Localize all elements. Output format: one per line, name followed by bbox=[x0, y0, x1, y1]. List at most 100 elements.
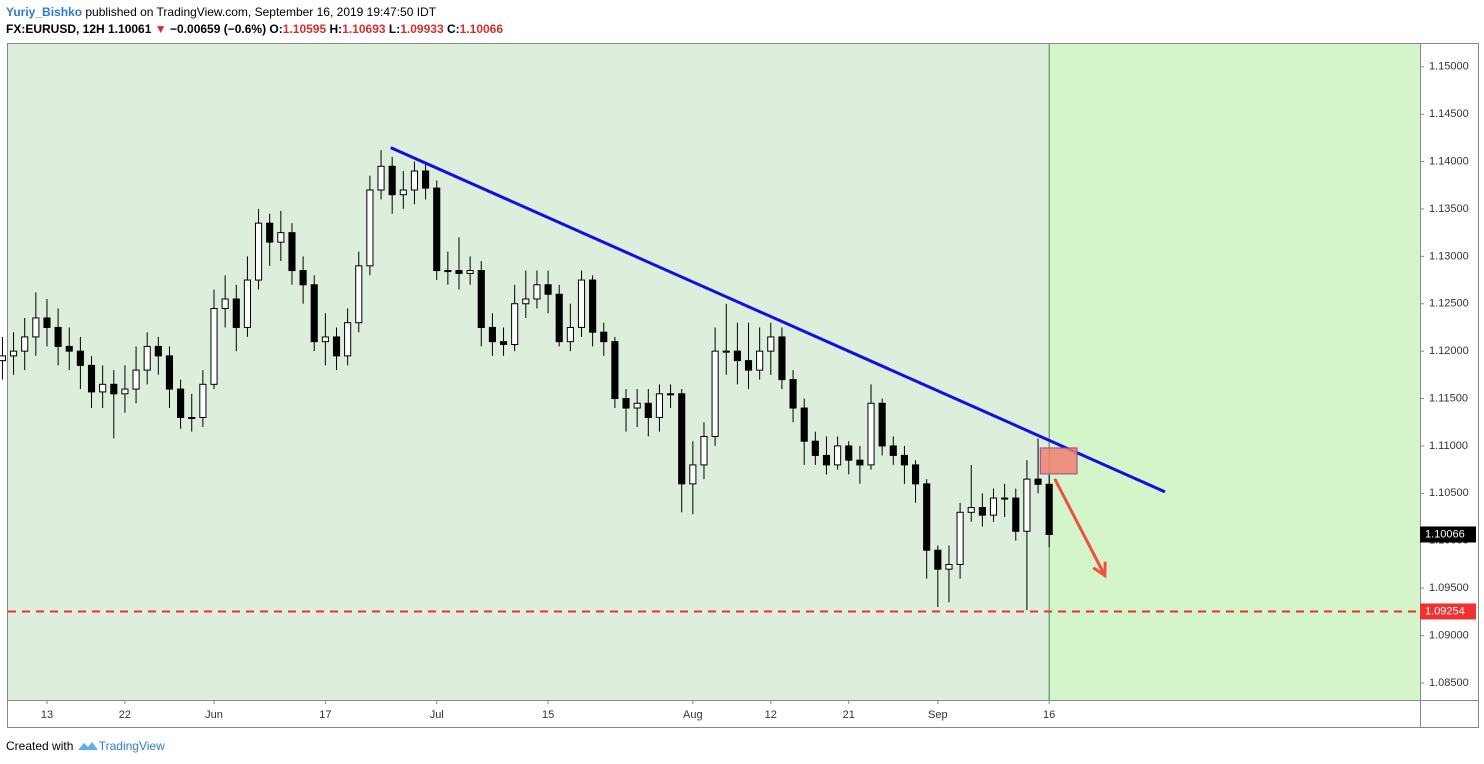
candle-body bbox=[210, 307, 218, 385]
arrow-head bbox=[1092, 561, 1107, 579]
x-tick-label: 13 bbox=[41, 709, 53, 721]
candle-body bbox=[923, 483, 931, 551]
candle-body bbox=[232, 298, 240, 328]
candle-body bbox=[789, 379, 797, 409]
candle-body bbox=[488, 326, 496, 343]
x-tick-label: Sep bbox=[928, 709, 948, 721]
candle-body bbox=[10, 350, 18, 357]
level-tag bbox=[1420, 603, 1476, 620]
candle-body bbox=[477, 270, 485, 328]
candle-body bbox=[834, 445, 842, 466]
publish-line: Yuriy_Bishko published on TradingView.co… bbox=[6, 5, 436, 19]
ohlc-label: O: bbox=[269, 22, 283, 36]
candle-body bbox=[611, 341, 619, 400]
price-label: 1.10066 bbox=[1425, 528, 1465, 540]
logo bbox=[77, 742, 98, 750]
candle-body bbox=[856, 459, 864, 466]
y-tick-label: 1.13500 bbox=[1429, 203, 1469, 215]
candle-body bbox=[243, 279, 251, 328]
candle-body bbox=[1034, 478, 1042, 485]
candle-body bbox=[366, 189, 374, 267]
x-tick-label: 15 bbox=[542, 709, 554, 721]
candle-body bbox=[967, 507, 975, 513]
future-area bbox=[1049, 44, 1420, 700]
candle-body bbox=[956, 511, 964, 565]
author[interactable]: Yuriy_Bishko bbox=[6, 5, 83, 19]
candle-body bbox=[555, 293, 563, 343]
candle-body bbox=[466, 270, 474, 274]
last: 1.10061 bbox=[108, 22, 152, 36]
footer-brand[interactable]: TradingView bbox=[98, 739, 165, 753]
footer: Created with TradingView bbox=[6, 739, 165, 753]
frame bbox=[7, 43, 1479, 728]
candle-body bbox=[822, 454, 831, 466]
candle-body bbox=[733, 350, 741, 362]
candle-body bbox=[0, 355, 6, 362]
candle-body bbox=[867, 402, 875, 466]
candle-body bbox=[87, 364, 96, 393]
ohlc-label: H: bbox=[329, 22, 343, 36]
candle-body bbox=[566, 326, 574, 343]
x-tick-label: 22 bbox=[119, 709, 131, 721]
y-tick-label: 1.10500 bbox=[1429, 487, 1469, 499]
candle-body bbox=[845, 445, 853, 461]
y-tick-label: 1.12500 bbox=[1429, 298, 1469, 310]
candle-body bbox=[767, 336, 775, 352]
y-tick-label: 1.09000 bbox=[1429, 629, 1469, 641]
candle-body bbox=[99, 383, 107, 393]
background bbox=[8, 44, 1420, 700]
candle-body bbox=[744, 360, 753, 371]
candle-body bbox=[177, 388, 185, 419]
candle-body bbox=[310, 284, 318, 343]
candle-body bbox=[410, 170, 419, 191]
y-tick-label: 1.14000 bbox=[1429, 155, 1469, 167]
footer-prefix: Created with bbox=[6, 739, 74, 753]
published: published on TradingView.com, September … bbox=[85, 5, 437, 19]
symbol-line: FX:EURUSD, 12H 1.10061 ▼ −0.00659 (−0.6%… bbox=[6, 22, 503, 36]
chart: 1.085001.090001.095001.100001.105001.110… bbox=[0, 43, 1479, 728]
candle-body bbox=[778, 336, 786, 381]
ohlc-label: L: bbox=[388, 22, 401, 36]
candle-body bbox=[266, 222, 274, 243]
x-tick-label: Jul bbox=[430, 709, 444, 721]
trendline bbox=[390, 146, 1166, 494]
y-tick-label: 1.11500 bbox=[1429, 392, 1468, 404]
y-tick-label: 1.12000 bbox=[1429, 345, 1469, 357]
candle-body bbox=[332, 336, 341, 357]
candle-body bbox=[644, 402, 652, 419]
candle-body bbox=[65, 345, 73, 352]
candle-body bbox=[499, 341, 508, 346]
candle-body bbox=[422, 170, 430, 189]
history-area bbox=[8, 44, 1050, 700]
candle-body bbox=[76, 350, 84, 366]
x-tick-label: 21 bbox=[843, 709, 855, 721]
candle-body bbox=[110, 383, 118, 395]
candle-body bbox=[299, 270, 307, 286]
y-tick-label: 1.14500 bbox=[1429, 108, 1469, 120]
candle-body bbox=[1001, 497, 1009, 500]
candle-body bbox=[21, 336, 29, 352]
candle-body bbox=[711, 350, 719, 437]
direction: ▼ bbox=[154, 22, 167, 36]
candle-body bbox=[655, 393, 663, 419]
x-tick-label: Jun bbox=[205, 709, 223, 721]
candle-body bbox=[989, 497, 998, 516]
candle-body bbox=[633, 402, 641, 409]
ohlc-value: 1.10066 bbox=[459, 22, 504, 36]
x-tick-label: Aug bbox=[683, 709, 703, 721]
candle-body bbox=[756, 350, 764, 371]
candle-body bbox=[43, 317, 51, 328]
candle-body bbox=[800, 407, 808, 442]
candle-body bbox=[188, 417, 196, 420]
change: −0.00659 (−0.6%) bbox=[170, 22, 267, 36]
candle-body bbox=[1045, 483, 1053, 535]
candle-body bbox=[1012, 497, 1020, 532]
candle-body bbox=[54, 326, 62, 347]
candle-body bbox=[154, 345, 162, 357]
candle-body bbox=[689, 464, 697, 485]
candle-body bbox=[221, 298, 229, 309]
candle-body bbox=[600, 331, 608, 343]
zone bbox=[1039, 447, 1078, 475]
candle-body bbox=[433, 187, 441, 272]
candle-body bbox=[577, 279, 586, 328]
